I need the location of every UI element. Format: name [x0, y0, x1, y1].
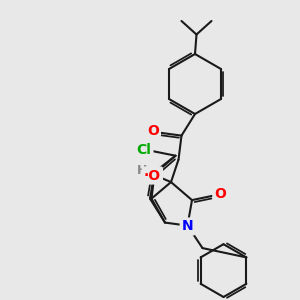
Text: H: H: [136, 164, 147, 177]
Text: Cl: Cl: [136, 143, 152, 157]
Text: N: N: [182, 220, 193, 233]
Text: ·O: ·O: [144, 169, 161, 182]
Text: O: O: [214, 187, 226, 201]
Text: O: O: [147, 124, 159, 138]
